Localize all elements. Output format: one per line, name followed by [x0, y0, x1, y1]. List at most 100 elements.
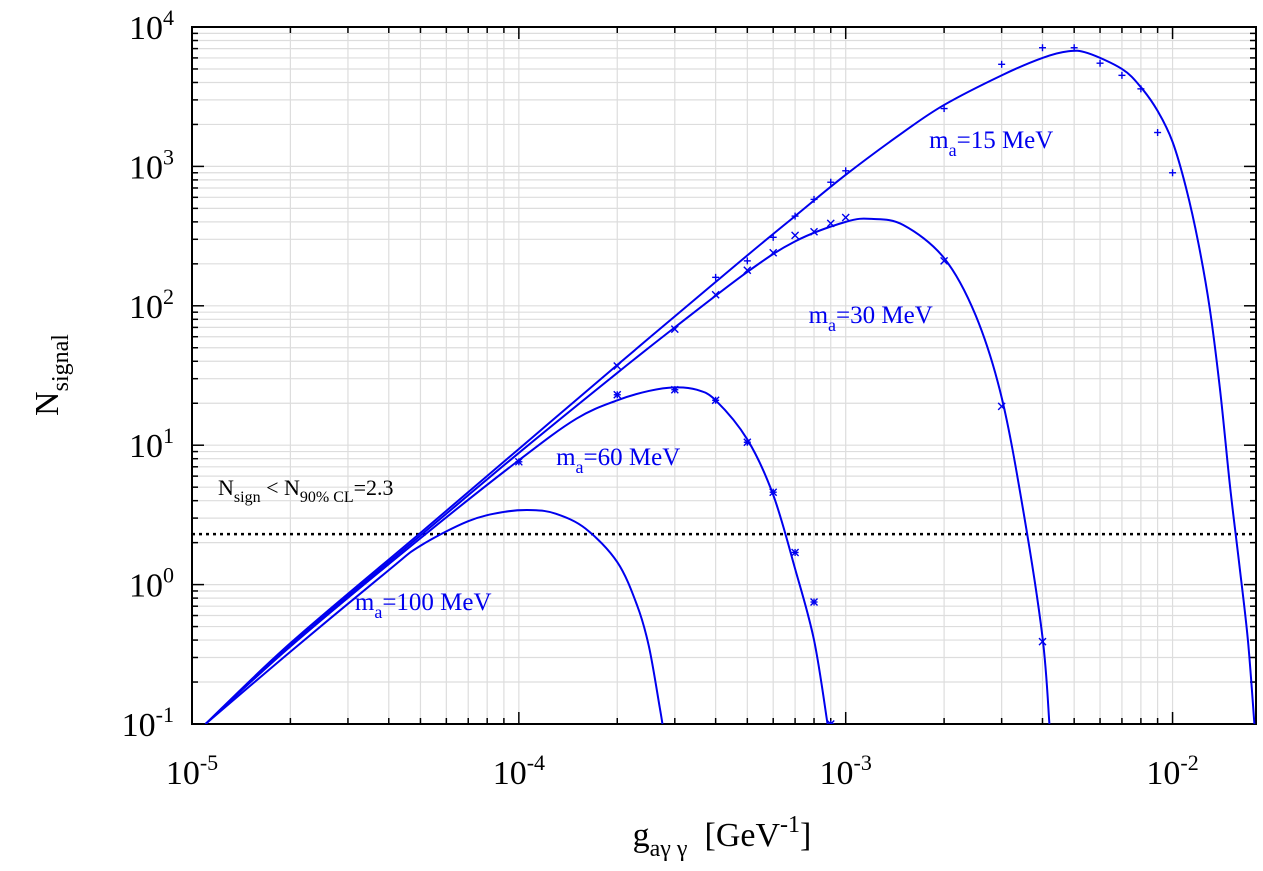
- y-axis-title-sub: signal: [48, 334, 74, 392]
- data-point: [743, 266, 752, 275]
- x-tick-label: 10-3: [820, 750, 872, 792]
- series-label-main: m: [809, 302, 829, 329]
- data-point-stroke: [711, 396, 720, 405]
- series-0: [204, 44, 1256, 724]
- data-point: [841, 213, 850, 222]
- data-point: [791, 231, 800, 240]
- data-point-stroke: [769, 488, 778, 497]
- series-label-1: ma=30 MeV: [809, 302, 933, 335]
- y-tick-label-base: 10: [129, 10, 163, 47]
- data-point: [1118, 71, 1126, 79]
- series-label-sub: a: [576, 457, 584, 477]
- grid: [191, 26, 1256, 725]
- series-curve: [204, 386, 829, 724]
- data-point: [1169, 169, 1177, 177]
- series-2: [204, 385, 835, 724]
- data-point-stroke: [743, 438, 752, 447]
- axis-ticks: [191, 26, 1256, 725]
- series-curve: [204, 49, 1256, 724]
- series-label-sub: a: [374, 602, 382, 622]
- series-curve: [204, 509, 664, 724]
- data-point: [810, 227, 819, 236]
- data-point: [1096, 59, 1104, 67]
- y-axis-title: Nsignal: [29, 334, 74, 416]
- data-point: [1137, 85, 1145, 93]
- threshold-label-sub1: sign: [234, 489, 261, 506]
- x-axis-title-unit: [GeV: [688, 817, 781, 854]
- y-tick-label-base: 10: [129, 568, 163, 605]
- data-point: [826, 219, 835, 228]
- y-tick-label-base: 10: [129, 428, 163, 465]
- data-point: [791, 548, 800, 557]
- data-point-stroke: [769, 248, 778, 257]
- y-tick-label: 101: [129, 423, 174, 465]
- data-point: [769, 248, 778, 257]
- data-point: [769, 233, 777, 241]
- y-tick-label: 10-1: [122, 702, 174, 744]
- series-label-tail: =15 MeV: [957, 127, 1054, 154]
- y-tick-label-exp: 4: [163, 5, 174, 30]
- data-point: [810, 598, 819, 607]
- x-tick-labels: 10-5 10-4 10-3 10-2: [166, 750, 1199, 792]
- data-point-stroke: [810, 598, 819, 607]
- series-label-3: ma=100 MeV: [355, 589, 492, 622]
- data-point: [810, 195, 818, 203]
- x-tick-label: 10-5: [166, 750, 218, 792]
- x-tick-label-base: 10: [820, 755, 854, 792]
- series-label-tail: =100 MeV: [382, 589, 491, 616]
- data-point-stroke: [791, 231, 800, 240]
- series-group: [204, 44, 1256, 724]
- series-label-main: m: [556, 444, 576, 471]
- data-point: [842, 167, 850, 175]
- y-tick-label-exp: 1: [163, 423, 174, 448]
- x-tick-label: 10-2: [1146, 750, 1198, 792]
- series-label-sub: a: [949, 140, 957, 160]
- data-point: [711, 396, 720, 405]
- threshold-label-mid: < N: [261, 475, 300, 500]
- x-tick-label-base: 10: [1146, 755, 1180, 792]
- y-tick-label-exp: 3: [163, 144, 174, 169]
- data-point: [940, 105, 948, 113]
- data-point-stroke: [514, 457, 523, 466]
- data-point: [743, 438, 752, 447]
- data-point-stroke: [613, 390, 622, 399]
- threshold-label-tail: =2.3: [354, 475, 394, 500]
- x-axis-title: gaγ γ [GeV-1]: [633, 812, 812, 862]
- y-tick-label-base: 10: [129, 289, 163, 326]
- data-point: [514, 457, 523, 466]
- y-tick-label-exp: 0: [163, 563, 174, 588]
- data-point: [1070, 44, 1078, 52]
- series-label-main: m: [355, 589, 375, 616]
- threshold-label-sub2: 90% CL: [300, 489, 354, 506]
- data-point-stroke: [997, 402, 1006, 411]
- data-point-stroke: [826, 720, 832, 724]
- y-tick-label-base: 10: [129, 149, 163, 186]
- y-tick-label-exp: -1: [156, 702, 174, 727]
- data-point: [827, 178, 835, 186]
- data-point-stroke: [829, 720, 835, 724]
- data-point: [711, 290, 720, 299]
- data-point: [743, 257, 751, 265]
- y-tick-label: 102: [129, 284, 174, 326]
- data-point-stroke: [743, 266, 752, 275]
- data-point: [1038, 44, 1046, 52]
- y-tick-label: 104: [129, 5, 174, 47]
- data-point-stroke: [791, 548, 800, 557]
- series-label-sub: a: [828, 315, 836, 335]
- series-label-tail: =60 MeV: [584, 444, 681, 471]
- data-point: [712, 273, 720, 281]
- data-point: [826, 720, 835, 724]
- data-point: [1038, 637, 1047, 646]
- series-3: [204, 509, 664, 724]
- y-tick-label-exp: 2: [163, 284, 174, 309]
- data-point-stroke: [810, 227, 819, 236]
- series-curve: [204, 217, 1051, 724]
- data-point-stroke: [670, 385, 679, 394]
- x-tick-label: 10-4: [493, 750, 545, 792]
- threshold-label: Nsign < N90% CL=2.3: [218, 475, 394, 506]
- x-tick-label-exp: -4: [527, 750, 545, 775]
- plot-frame: [191, 26, 1257, 725]
- threshold-label-main: N: [218, 475, 234, 500]
- data-point-stroke: [1038, 637, 1047, 646]
